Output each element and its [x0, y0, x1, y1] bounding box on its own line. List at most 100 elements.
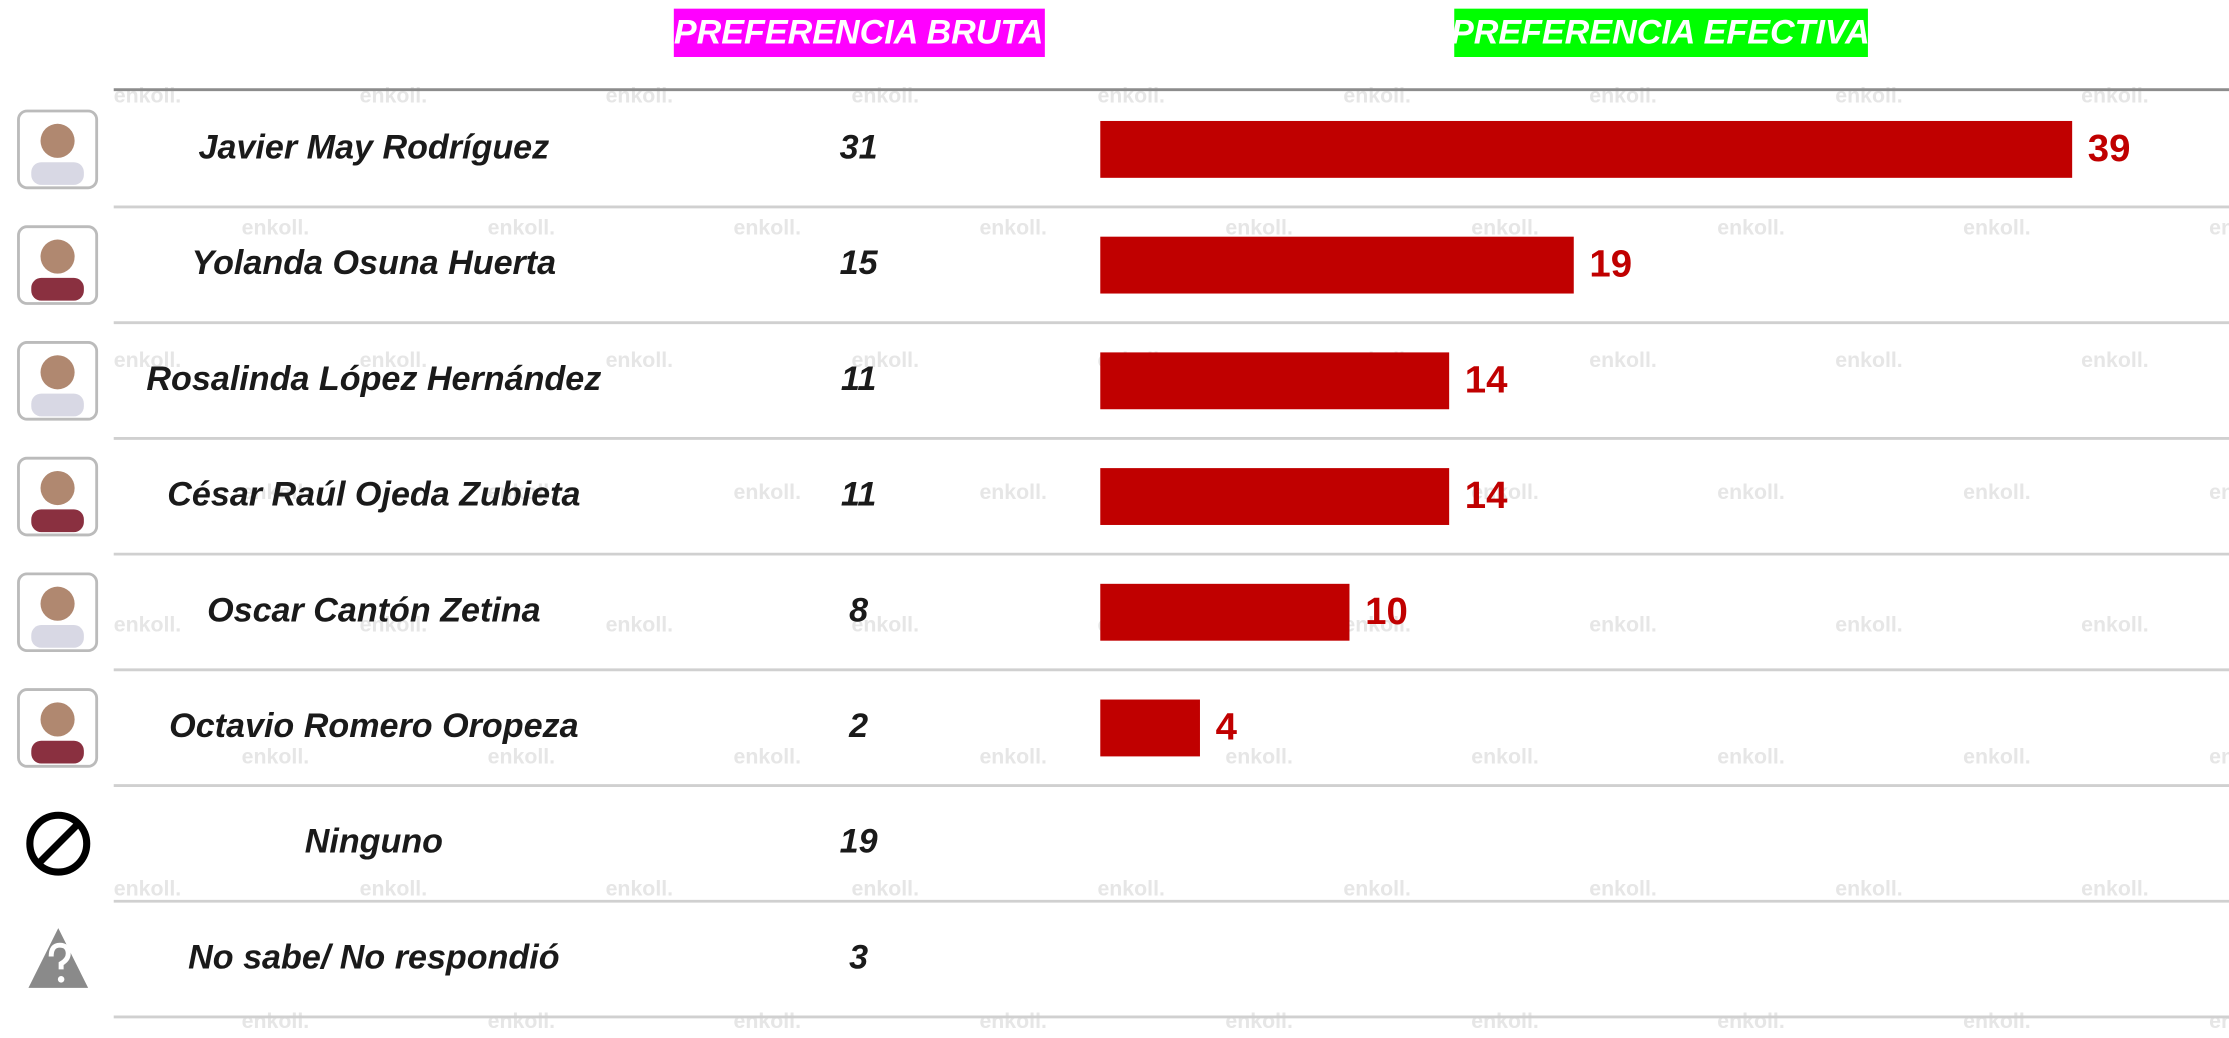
- watermark-text: enkoll.: [1963, 1009, 2031, 1033]
- photo-body: [31, 741, 84, 764]
- watermark-text: enkoll.: [1717, 745, 1785, 769]
- none-slash: [38, 824, 78, 864]
- photo-head: [41, 240, 75, 274]
- watermarks: enkoll. enkoll. enkoll. enkoll. enkoll. enkol…: [114, 83, 2229, 1032]
- photo-head: [41, 702, 75, 736]
- watermark-text: enkoll.: [734, 1009, 802, 1033]
- watermark-text: enkoll.: [1589, 877, 1657, 901]
- watermark-text: enkoll.: [1097, 877, 1165, 901]
- candidate-name: Rosalinda López Hernández: [146, 360, 601, 398]
- watermark-text: enkoll.: [606, 83, 674, 107]
- watermark-text: enkoll.: [1717, 216, 1785, 240]
- icons: [18, 111, 96, 988]
- watermark-text: enkoll.: [1963, 745, 2031, 769]
- watermark-text: enkoll.: [1225, 216, 1293, 240]
- photo-body: [31, 162, 84, 185]
- photo-body: [31, 625, 84, 648]
- raw-value: 15: [840, 244, 879, 282]
- watermark-text: enkoll.: [488, 745, 556, 769]
- watermark-text: enkoll.: [734, 480, 802, 504]
- watermark-text: enkoll.: [979, 1009, 1047, 1033]
- watermark-text: enkoll.: [114, 877, 182, 901]
- page: Preferencia html, body { margin: 0; padd…: [0, 0, 2229, 1038]
- candidate-name: No sabe/ No respondió: [188, 938, 559, 976]
- raw-value: 19: [840, 823, 878, 861]
- watermark-text: enkoll.: [2209, 1009, 2229, 1033]
- watermark-text: enkoll.: [2081, 877, 2149, 901]
- value-label: 4: [1216, 706, 1238, 749]
- watermark-text: enkoll.: [2081, 83, 2149, 107]
- raw-value: 31: [840, 128, 878, 166]
- watermark-text: enkoll.: [1589, 612, 1657, 636]
- watermark-text: enkoll.: [1343, 877, 1411, 901]
- watermark-text: enkoll.: [1471, 745, 1539, 769]
- raw-value: 11: [841, 476, 876, 514]
- watermark-text: enkoll.: [242, 745, 310, 769]
- watermark-text: enkoll.: [1835, 83, 1903, 107]
- watermark-text: enkoll.: [852, 83, 920, 107]
- watermark-text: enkoll.: [242, 1009, 310, 1033]
- candidate-name: Ninguno: [305, 823, 443, 861]
- bar: [1100, 700, 1200, 757]
- chart: enkoll. enkoll. enkoll. enkoll. enkoll. enkol…: [0, 0, 2229, 1038]
- watermark-text: enkoll.: [1225, 1009, 1293, 1033]
- watermark-text: enkoll.: [488, 1009, 556, 1033]
- photo-body: [31, 394, 84, 417]
- watermark-text: enkoll.: [734, 745, 802, 769]
- value-label: 19: [1589, 243, 1632, 286]
- watermark-text: enkoll.: [1471, 1009, 1539, 1033]
- body: {"chart_data": {"type": "bar", "orientat…: [0, 0, 2229, 1038]
- raw-value: 8: [849, 591, 868, 629]
- watermark-text: enkoll.: [2081, 612, 2149, 636]
- candidate-name: Octavio Romero Oropeza: [169, 707, 578, 745]
- bar: [1100, 237, 1573, 294]
- candidate-name: Oscar Cantón Zetina: [207, 591, 541, 629]
- watermark-text: enkoll.: [488, 216, 556, 240]
- watermark-text: enkoll.: [1471, 216, 1539, 240]
- watermark-text: enkoll.: [1589, 83, 1657, 107]
- value-label: 14: [1465, 474, 1508, 517]
- watermark-text: enkoll.: [114, 612, 182, 636]
- watermark-text: enkoll.: [114, 83, 182, 107]
- watermark-text: enkoll.: [1717, 480, 1785, 504]
- candidate-name: Yolanda Osuna Huerta: [192, 244, 557, 282]
- watermark-text: enkoll.: [979, 216, 1047, 240]
- watermark-text: enkoll.: [2209, 216, 2229, 240]
- photo-head: [41, 587, 75, 621]
- watermark-text: enkoll.: [979, 745, 1047, 769]
- watermark-text: enkoll.: [1963, 480, 2031, 504]
- photo-head: [41, 471, 75, 505]
- watermark-text: enkoll.: [1835, 612, 1903, 636]
- watermark-text: enkoll.: [2209, 745, 2229, 769]
- bar: [1100, 584, 1349, 641]
- watermark-text: enkoll.: [360, 877, 428, 901]
- value-label: 39: [2088, 127, 2131, 170]
- watermark-text: enkoll.: [2209, 480, 2229, 504]
- watermark-text: enkoll.: [242, 216, 310, 240]
- bar: [1100, 121, 2072, 178]
- watermark-text: enkoll.: [360, 83, 428, 107]
- watermark-text: enkoll.: [1835, 877, 1903, 901]
- photo-body: [31, 278, 84, 301]
- watermark-text: enkoll.: [1717, 1009, 1785, 1033]
- bar: [1100, 352, 1449, 409]
- watermark-text: enkoll.: [606, 877, 674, 901]
- watermark-text: enkoll.: [1589, 348, 1657, 372]
- value-label: 10: [1365, 590, 1408, 633]
- photo-head: [41, 124, 75, 158]
- watermark-text: enkoll.: [2081, 348, 2149, 372]
- watermark-text: enkoll.: [852, 877, 920, 901]
- watermark-text: enkoll.: [606, 348, 674, 372]
- photo-body: [31, 509, 84, 532]
- watermark-text: enkoll.: [734, 216, 802, 240]
- watermark-text: enkoll.: [979, 480, 1047, 504]
- watermark-text: enkoll.: [1835, 348, 1903, 372]
- candidate-name: César Raúl Ojeda Zubieta: [167, 476, 580, 514]
- watermark-text: enkoll.: [1963, 216, 2031, 240]
- header-text: PREFERENCIA BRUTA: [674, 13, 1044, 51]
- watermark-text: enkoll.: [606, 612, 674, 636]
- raw-value: 2: [848, 707, 868, 745]
- watermark-text: enkoll.: [1343, 83, 1411, 107]
- bar: [1100, 468, 1449, 525]
- question-dot: [58, 976, 65, 983]
